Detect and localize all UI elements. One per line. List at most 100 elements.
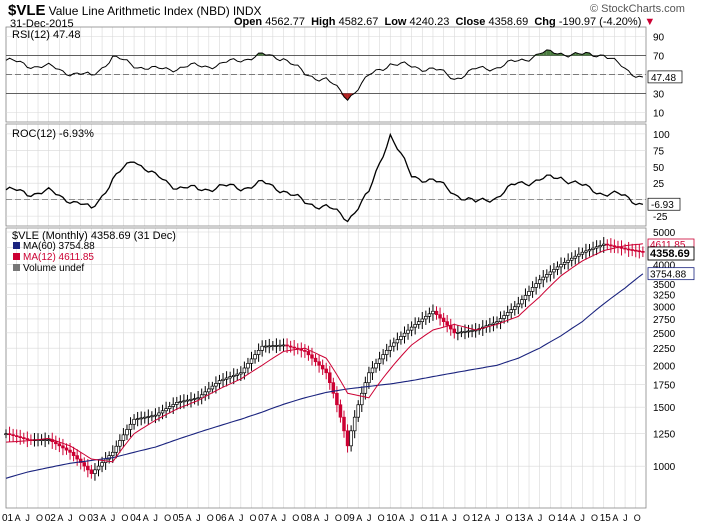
- price-candle: [402, 332, 407, 337]
- x-tick-label: O: [207, 513, 214, 523]
- price-candle: [86, 465, 90, 471]
- price-candle: [317, 361, 321, 366]
- price-candle: [384, 349, 389, 355]
- rsi-overbought-fill: [543, 49, 547, 56]
- x-tick-label: 04: [130, 513, 142, 524]
- volume-legend: Volume undef: [23, 263, 84, 274]
- high-value: 4582.67: [338, 16, 379, 28]
- price-candle: [260, 345, 264, 351]
- x-tick-label: A: [612, 513, 618, 523]
- price-candle: [338, 404, 343, 418]
- price-candle: [609, 244, 613, 247]
- price-candle: [470, 330, 474, 332]
- price-candle: [125, 429, 129, 436]
- x-tick-label: A: [314, 513, 320, 523]
- price-candle: [253, 354, 257, 360]
- down-arrow-icon: ▼: [644, 16, 656, 28]
- y-tick-label: -25: [653, 212, 668, 223]
- price-candle: [246, 363, 250, 369]
- x-tick-label: O: [249, 513, 256, 523]
- x-tick-label: 01: [2, 513, 14, 524]
- price-candle: [157, 412, 161, 416]
- price-candle: [320, 364, 325, 370]
- price-candle: [612, 245, 617, 248]
- price-candle: [43, 439, 47, 441]
- price-candle: [221, 378, 225, 381]
- price-candle: [413, 324, 417, 328]
- x-tick-label: O: [463, 513, 470, 523]
- x-tick-label: 09: [344, 513, 356, 524]
- x-tick-label: J: [324, 513, 329, 523]
- price-candle: [555, 266, 560, 270]
- price-candle: [516, 303, 521, 308]
- y-tick-label: 30: [653, 90, 665, 101]
- price-legend-title: $VLE (Monthly) 4358.69 (31 Dec): [12, 230, 176, 242]
- x-tick-label: A: [484, 513, 490, 523]
- price-candle: [242, 367, 247, 374]
- price-candle: [513, 306, 517, 310]
- x-tick-label: O: [79, 513, 86, 523]
- price-candle: [22, 437, 26, 439]
- price-candle: [153, 414, 158, 417]
- ma60-line: [5, 273, 644, 479]
- price-candle: [495, 321, 499, 324]
- price-candle: [587, 249, 592, 252]
- price-candle: [160, 410, 165, 414]
- price-candle: [235, 373, 240, 376]
- price-candle: [25, 438, 30, 440]
- low-label: Low: [384, 16, 407, 28]
- x-tick-label: A: [442, 513, 448, 523]
- x-tick-label: O: [591, 513, 598, 523]
- index-name: Value Line Arithmetic Index (NBD): [48, 4, 230, 18]
- y-tick-label: 2000: [653, 361, 676, 372]
- x-tick-label: 08: [301, 513, 313, 524]
- x-tick-label: 12: [472, 513, 484, 524]
- y-tick-label: 25: [653, 179, 665, 190]
- price-candle: [520, 299, 524, 305]
- rsi-overbought-fill: [258, 52, 263, 56]
- price-candle: [4, 433, 8, 436]
- y-tick-label: 1750: [653, 381, 676, 392]
- price-candle: [424, 316, 428, 320]
- chg-label: Chg: [534, 16, 556, 28]
- price-candle: [545, 274, 549, 278]
- roc-line: [5, 132, 644, 223]
- price-candle: [306, 351, 311, 356]
- y-tick-label: 1500: [653, 403, 676, 414]
- price-candle: [523, 295, 528, 300]
- price-candle: [537, 279, 542, 284]
- quote-date: 31-Dec-2015: [10, 18, 74, 30]
- price-candle: [110, 451, 115, 456]
- x-tick-label: O: [634, 513, 641, 523]
- ma12-line: [5, 243, 643, 463]
- rsi-last-value: 47.48: [651, 73, 676, 84]
- price-candle: [416, 321, 421, 325]
- price-candle: [256, 349, 261, 355]
- rsi-oversold-fill: [344, 93, 348, 101]
- price-candle: [349, 430, 353, 447]
- price-candle: [552, 269, 556, 273]
- price-candle: [342, 416, 346, 432]
- x-tick-label: O: [378, 513, 385, 523]
- x-tick-label: O: [36, 513, 43, 523]
- y-tick-label: 1000: [653, 462, 676, 473]
- price-candle: [630, 249, 634, 251]
- ma60-legend: MA(60) 3754.88: [23, 241, 95, 252]
- price-candle: [328, 372, 332, 384]
- price-candle: [217, 380, 222, 384]
- price-candle: [566, 259, 570, 263]
- ma60-last-value: 3754.88: [650, 270, 687, 281]
- price-candle: [623, 247, 627, 250]
- exchange: INDX: [232, 4, 262, 18]
- x-tick-label: A: [271, 513, 277, 523]
- y-tick-label: 50: [653, 163, 665, 174]
- x-tick-label: O: [420, 513, 427, 523]
- price-candle: [281, 344, 286, 347]
- x-tick-label: J: [580, 513, 585, 523]
- x-tick-label: O: [548, 513, 555, 523]
- price-candle: [128, 423, 133, 430]
- x-tick-label: A: [57, 513, 63, 523]
- price-candle: [132, 418, 136, 425]
- y-tick-label: 10: [653, 109, 665, 120]
- price-candle: [150, 415, 154, 418]
